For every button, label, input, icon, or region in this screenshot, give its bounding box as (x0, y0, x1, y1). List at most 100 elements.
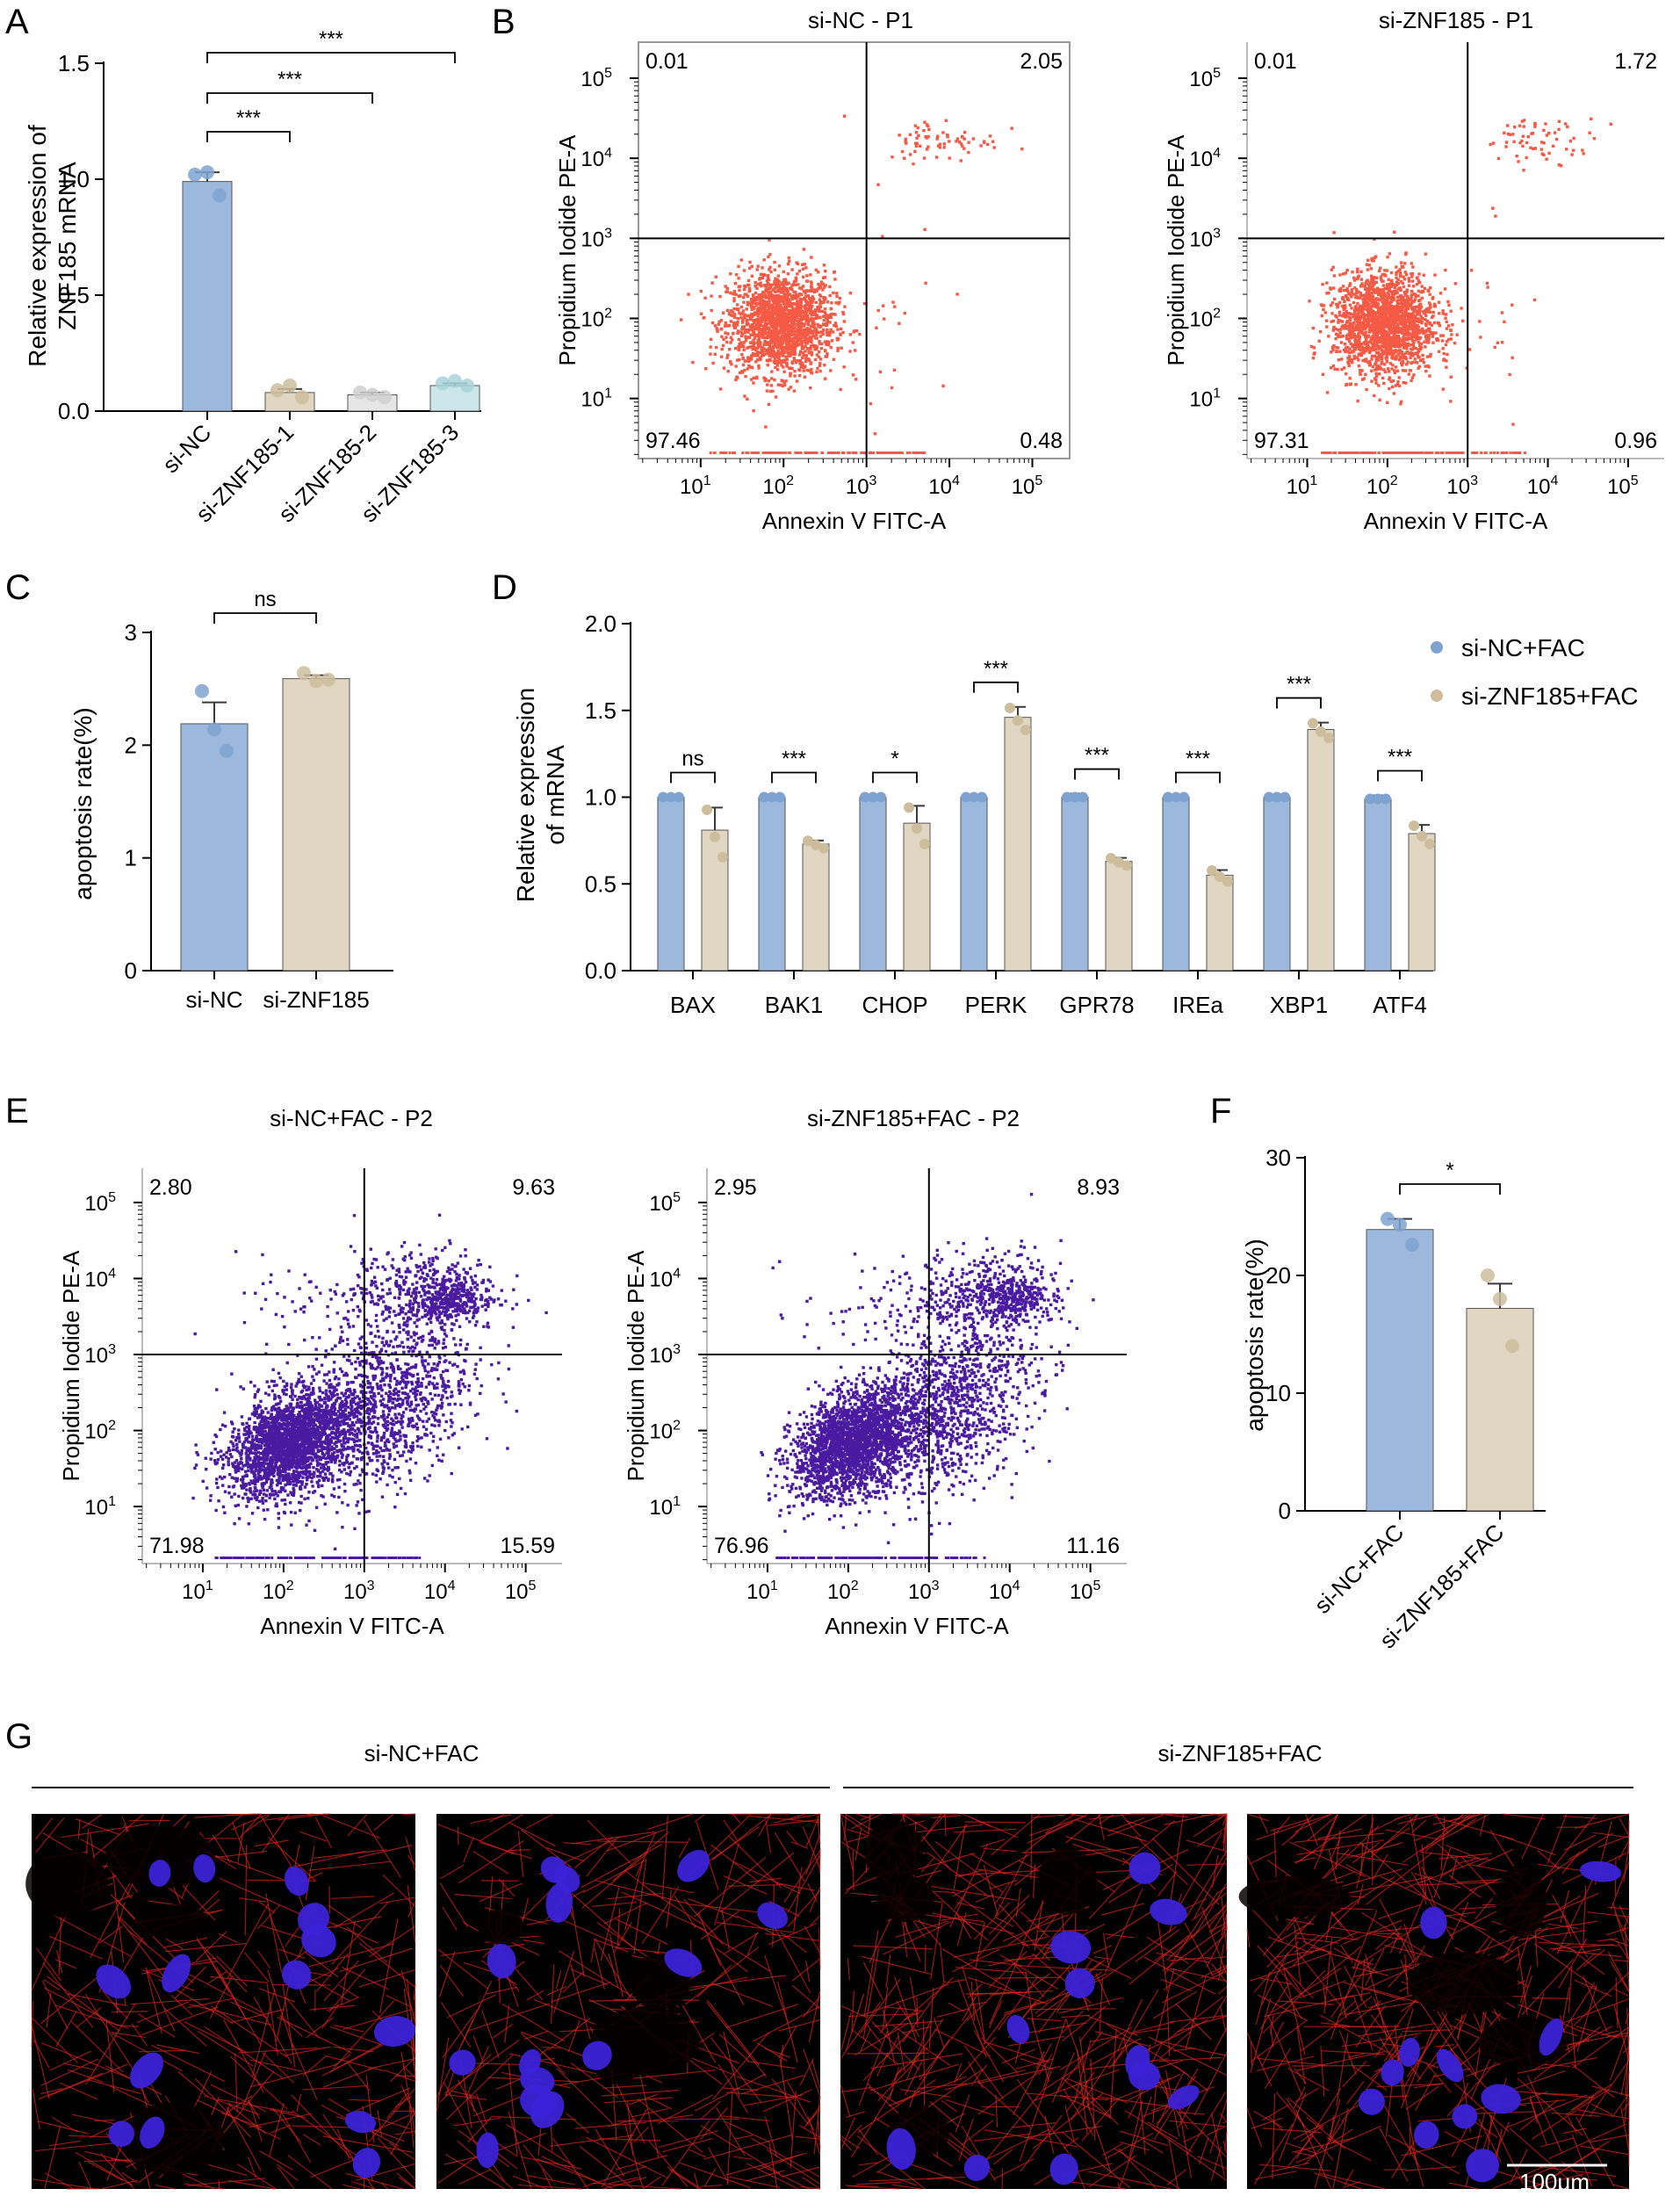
data-point (767, 791, 777, 803)
scatter-dot (1489, 142, 1492, 147)
scatter-dot (236, 1449, 240, 1453)
scatter-dot (1391, 349, 1395, 353)
scatter-dot (756, 322, 761, 327)
scatter-dot (1356, 343, 1359, 347)
scatter-dot (1355, 451, 1359, 454)
scatter-dot (1369, 340, 1373, 343)
scatter-dot (1383, 309, 1387, 314)
scatter-dot (775, 368, 780, 372)
scatter-dot (1374, 360, 1378, 365)
scatter-dot (764, 425, 768, 429)
scatter-dot (787, 329, 790, 333)
x-tick-label: 103 (1446, 473, 1478, 499)
scatter-dot (771, 307, 775, 312)
scatter-dot (750, 325, 753, 329)
scatter-dot (831, 330, 835, 334)
scatter-dot (784, 348, 789, 352)
scatter-dot (833, 278, 837, 281)
scatter-dot (782, 270, 786, 274)
scatter-dot (1396, 310, 1400, 314)
scatter-dot (1395, 451, 1398, 454)
scatter-dot (240, 1484, 243, 1488)
scatter-dot (1377, 372, 1381, 376)
scatter-dot (1391, 336, 1395, 340)
scatter-dot (804, 322, 807, 326)
scatter-dot (1413, 316, 1417, 320)
scatter-dot (959, 142, 963, 146)
scatter-dot (763, 331, 767, 336)
scatter-dot (735, 303, 739, 307)
scatter-dot (1445, 327, 1449, 330)
scatter-dot (1352, 333, 1357, 336)
scatter-dot (1374, 314, 1377, 317)
scatter-dot (740, 327, 744, 331)
scatter-dot (967, 150, 970, 155)
scatter-dot (776, 313, 780, 316)
scatter-dot (1398, 268, 1402, 271)
scatter-dot (839, 333, 842, 336)
scatter-dot (780, 451, 783, 454)
scatter-dot (1525, 155, 1528, 160)
scatter-points (679, 114, 1024, 454)
scatter-dot (744, 335, 747, 338)
scatter-dot (765, 331, 769, 335)
scatter-dot (1523, 451, 1526, 454)
scatter-dot (797, 373, 802, 378)
scatter-dot (1379, 293, 1383, 297)
scatter-dot (223, 1490, 227, 1493)
scatter-dot (774, 336, 777, 340)
data-point (297, 666, 311, 681)
scatter-dot (782, 321, 785, 324)
scatter-dot (789, 350, 793, 355)
scatter-dot (1393, 326, 1396, 329)
plot-title: si-NC+FAC - P2 (270, 1105, 433, 1131)
scatter-dot (767, 305, 770, 308)
scatter-dot (1354, 305, 1358, 308)
scatter-dot (1474, 451, 1477, 454)
panel-letter-c: C (5, 568, 31, 607)
scatter-dot (786, 262, 790, 266)
scatter-dot (1431, 297, 1435, 300)
scatter-dot (915, 141, 919, 145)
scatter-dot (812, 313, 816, 316)
scatter-dot (1344, 306, 1347, 310)
scatter-dot (1443, 287, 1447, 291)
data-point (1308, 718, 1318, 729)
scatter-dot (1385, 323, 1388, 327)
scatter-dot (740, 370, 744, 373)
scatter-dot (1385, 358, 1388, 361)
scatter-dot (755, 358, 760, 362)
scatter-dot (1402, 331, 1405, 335)
x-tick-label: 102 (1366, 473, 1398, 499)
scatter-dot (733, 281, 738, 285)
scatter-dot (828, 293, 832, 298)
scatter-dot (1374, 297, 1378, 300)
scatter-dot (893, 305, 897, 308)
scatter-dot (821, 288, 825, 292)
scatter-dot (1383, 451, 1387, 454)
scatter-dot (837, 337, 840, 341)
scatter-dot (809, 307, 812, 311)
scatter-dot (1350, 307, 1353, 310)
scatter-dot (916, 126, 919, 130)
scatter-dot (789, 353, 792, 358)
scatter-dot (784, 306, 789, 309)
scatter-dot (1415, 326, 1418, 330)
scatter-dot (726, 369, 730, 373)
bar (1162, 797, 1190, 972)
scatter-dot (1350, 287, 1354, 292)
scatter-dot (1419, 451, 1423, 454)
scatter-dot (1373, 368, 1377, 372)
scatter-dot (709, 345, 712, 349)
scatter-dot (1367, 293, 1371, 297)
scatter-dot (1445, 365, 1448, 369)
scatter-dot (785, 281, 790, 285)
scatter-dot (749, 341, 753, 344)
scatter-dot (1392, 292, 1396, 295)
scatter-dot (797, 269, 802, 273)
scatter-dot (791, 329, 795, 333)
scatter-dot (795, 303, 799, 307)
scatter-dot (1374, 332, 1378, 336)
scatter-dot (813, 345, 818, 350)
scatter-dot (1352, 343, 1356, 347)
